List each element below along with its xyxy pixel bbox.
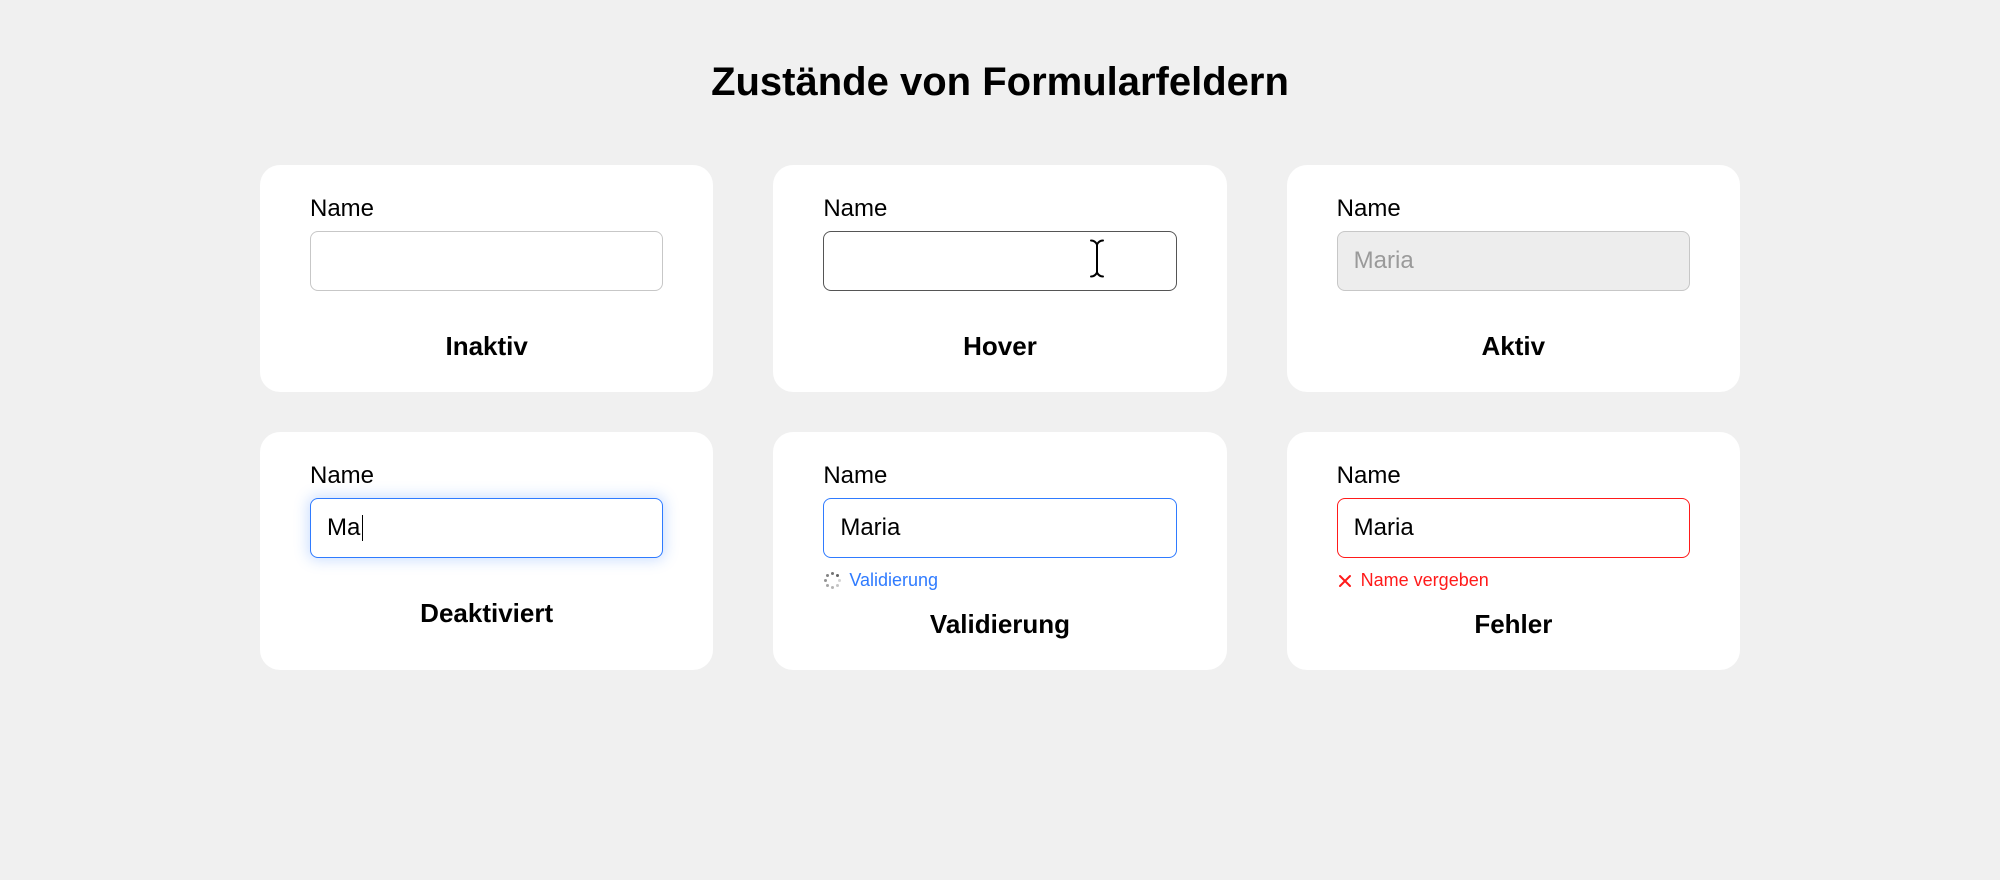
page-title: Zustände von Formularfeldern	[60, 60, 1940, 105]
field-label: Name	[310, 462, 663, 490]
state-caption: Validierung	[823, 609, 1176, 640]
name-input-inactive[interactable]	[310, 231, 663, 291]
state-caption: Aktiv	[1337, 331, 1690, 362]
states-grid: Name Inaktiv Name Hover Name Aktiv Name	[260, 165, 1740, 670]
name-input-validating[interactable]	[823, 498, 1176, 558]
card-disabled: Name Aktiv	[1287, 165, 1740, 392]
helper-text: Name vergeben	[1361, 570, 1489, 591]
card-inactive: Name Inaktiv	[260, 165, 713, 392]
name-input-hover[interactable]	[823, 231, 1176, 291]
helper-text: Validierung	[849, 570, 938, 591]
state-caption: Hover	[823, 331, 1176, 362]
error-x-icon	[1337, 573, 1353, 589]
text-caret-icon	[362, 515, 363, 541]
field-label: Name	[310, 195, 663, 223]
field-label: Name	[1337, 462, 1690, 490]
field-label: Name	[823, 195, 1176, 223]
card-hover: Name Hover	[773, 165, 1226, 392]
state-caption: Deaktiviert	[310, 598, 663, 629]
helper-error: Name vergeben	[1337, 570, 1690, 591]
field-label: Name	[823, 462, 1176, 490]
helper-validating: Validierung	[823, 570, 1176, 591]
name-input-error[interactable]	[1337, 498, 1690, 558]
state-caption: Fehler	[1337, 609, 1690, 640]
state-caption: Inaktiv	[310, 331, 663, 362]
spinner-icon	[823, 572, 841, 590]
name-input-focus[interactable]: Ma	[310, 498, 663, 558]
card-focus: Name Ma Deaktiviert	[260, 432, 713, 670]
input-value: Ma	[327, 514, 360, 542]
card-validating: Name Validierung Validierung	[773, 432, 1226, 670]
card-error: Name Name vergeben Fehler	[1287, 432, 1740, 670]
field-label: Name	[1337, 195, 1690, 223]
name-input-disabled[interactable]	[1337, 231, 1690, 291]
